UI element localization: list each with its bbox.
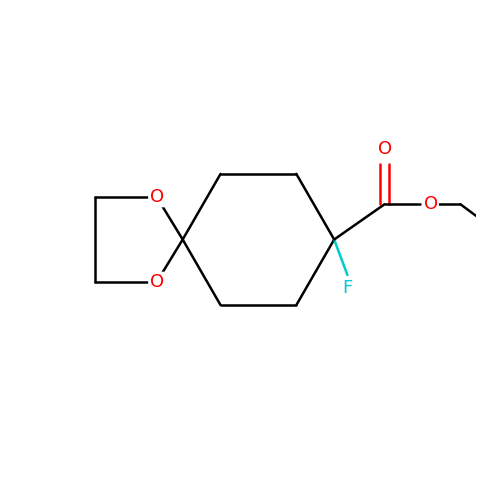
- Text: O: O: [377, 140, 392, 158]
- Text: O: O: [424, 195, 438, 213]
- Text: O: O: [149, 273, 164, 291]
- Text: F: F: [342, 279, 353, 297]
- Text: O: O: [149, 188, 164, 206]
